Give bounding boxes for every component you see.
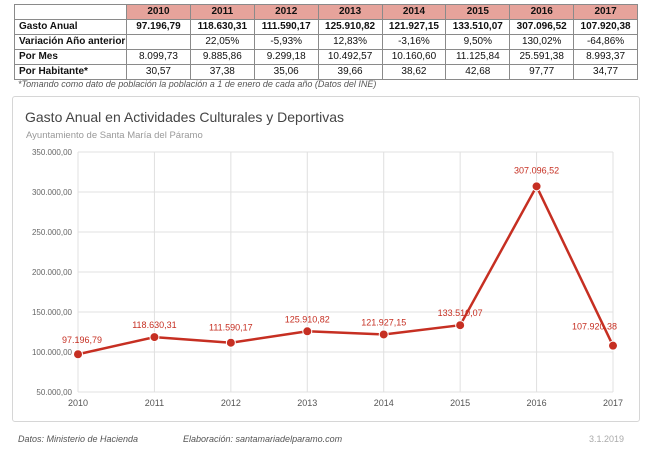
table-cell: 97.196,79: [126, 19, 191, 35]
population-footnote: *Tomando como dato de población la pobla…: [18, 79, 377, 89]
table-cell: 8.993,37: [573, 49, 638, 65]
y-tick-label: 50.000,00: [36, 388, 72, 397]
table-cell: 121.927,15: [381, 19, 447, 35]
table-cell: 12,83%: [317, 34, 383, 50]
data-point: [73, 349, 83, 360]
row-label: Por Mes: [14, 49, 127, 65]
table-corner: [14, 4, 127, 20]
year-header: 2015: [445, 4, 511, 20]
row-label: Variación Año anterior: [14, 34, 127, 50]
x-tick-label: 2012: [221, 398, 241, 408]
table-cell: 10.492,57: [317, 49, 383, 65]
data-label: 307.096,52: [514, 165, 559, 175]
x-tick-label: 2016: [527, 398, 547, 408]
table-cell: 30,57: [126, 64, 191, 80]
data-label: 121.927,15: [361, 317, 406, 327]
chart-subtitle: Ayuntamiento de Santa María del Páramo: [26, 130, 203, 141]
table-cell: 9.299,18: [253, 49, 319, 65]
table-cell: 125.910,82: [317, 19, 383, 35]
x-tick-label: 2014: [374, 398, 394, 408]
table-cell: 39,66: [317, 64, 383, 80]
x-tick-label: 2010: [68, 398, 88, 408]
data-point: [302, 326, 313, 337]
table-cell: 9,50%: [445, 34, 511, 50]
footer-date: 3.1.2019: [588, 434, 624, 444]
table-cell: 42,68: [445, 64, 511, 80]
table-row: Por Mes 8.099,73 9.885,86 9.299,18 10.49…: [14, 49, 638, 65]
table-cell: 10.160,60: [381, 49, 447, 65]
data-point: [225, 337, 236, 348]
data-point: [531, 181, 542, 192]
data-label: 107.920,38: [572, 322, 617, 332]
table-row: Variación Año anterior 22,05% -5,93% 12,…: [14, 34, 638, 50]
data-point: [149, 332, 160, 343]
table-cell: [126, 34, 191, 50]
year-header: 2016: [509, 4, 575, 20]
year-header: 2010: [126, 4, 191, 20]
spending-table: 2010 2011 2012 2013 2014 2015 2016 2017 …: [14, 4, 638, 80]
table-cell: 130,02%: [509, 34, 575, 50]
y-tick-label: 350.000,00: [32, 148, 73, 157]
footer-elaboration: Elaboración: santamariadelparamo.com: [183, 434, 343, 444]
data-label: 125.910,82: [285, 314, 330, 324]
y-tick-label: 150.000,00: [32, 308, 73, 317]
table-cell: 133.510,07: [445, 19, 511, 35]
year-header: 2013: [317, 4, 383, 20]
data-point: [608, 340, 618, 351]
table-cell: 107.920,38: [573, 19, 638, 35]
table-cell: 97,77: [509, 64, 575, 80]
y-tick-label: 100.000,00: [32, 348, 73, 357]
x-tick-label: 2011: [145, 398, 164, 408]
series-line: [77, 185, 615, 356]
x-tick-label: 2013: [297, 398, 317, 408]
table-header-row: 2010 2011 2012 2013 2014 2015 2016 2017: [14, 4, 638, 20]
data-label: 97.196,79: [62, 335, 102, 345]
table-cell: 38,62: [381, 64, 447, 80]
year-header: 2014: [381, 4, 447, 20]
data-label: 133.510,07: [438, 308, 483, 318]
x-tick-label: 2017: [603, 398, 623, 408]
chart-container: Gasto Anual en Actividades Culturales y …: [12, 96, 640, 422]
table-cell: 8.099,73: [126, 49, 191, 65]
table-cell: 22,05%: [189, 34, 255, 50]
table-cell: 307.096,52: [509, 19, 575, 35]
row-label: Gasto Anual: [14, 19, 127, 35]
y-tick-label: 300.000,00: [32, 188, 73, 197]
table-cell: 35,06: [253, 64, 319, 80]
data-point: [378, 329, 389, 340]
year-header: 2017: [573, 4, 638, 20]
table-row: Por Habitante* 30,57 37,38 35,06 39,66 3…: [14, 64, 638, 80]
line-chart: Gasto Anual en Actividades Culturales y …: [25, 109, 623, 408]
table-cell: -3,16%: [381, 34, 447, 50]
table-cell: 118.630,31: [189, 19, 255, 35]
x-tick-label: 2015: [450, 398, 470, 408]
table-row: Gasto Anual 97.196,79 118.630,31 111.590…: [14, 19, 638, 35]
table-cell: -5,93%: [253, 34, 319, 50]
y-tick-label: 250.000,00: [32, 228, 73, 237]
chart-title: Gasto Anual en Actividades Culturales y …: [25, 109, 344, 125]
table-cell: 25.591,38: [509, 49, 575, 65]
row-label: Por Habitante*: [14, 64, 127, 80]
year-header: 2012: [253, 4, 319, 20]
footer-source: Datos: Ministerio de Hacienda: [18, 434, 139, 444]
data-label: 111.590,17: [209, 323, 253, 333]
table-cell: 11.125,84: [445, 49, 511, 65]
year-header: 2011: [189, 4, 255, 20]
table-cell: 37,38: [189, 64, 255, 80]
table-cell: 34,77: [573, 64, 638, 80]
table-cell: 111.590,17: [253, 19, 319, 35]
table-cell: -64,86%: [573, 34, 638, 50]
y-tick-label: 200.000,00: [32, 268, 73, 277]
data-point: [455, 320, 466, 331]
table-cell: 9.885,86: [189, 49, 255, 65]
data-label: 118.630,31: [132, 320, 176, 330]
